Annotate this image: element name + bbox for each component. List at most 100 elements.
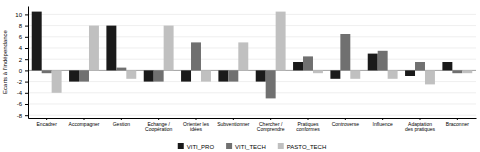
bar — [378, 51, 388, 71]
y-tick: -2 — [17, 79, 28, 85]
y-tick-mark — [25, 70, 28, 71]
bar — [126, 70, 136, 78]
x-tick-label-line: Coopération — [145, 126, 172, 132]
x-tick: Accompagner — [69, 118, 100, 127]
y-tick-mark — [25, 37, 28, 38]
x-tick-label: Gestion — [113, 121, 130, 127]
y-tick-mark — [25, 48, 28, 49]
y-tick-label: 0 — [19, 68, 23, 74]
chart: -8 -6 -4 -2 0 2 4 6 8 10 Encadrer Accompagner Gestio… — [0, 0, 480, 152]
bar — [228, 70, 238, 81]
y-tick-mark — [25, 104, 28, 105]
x-tick-label-line: Comprendre — [257, 126, 285, 132]
y-tick-label: 8 — [19, 23, 23, 29]
y-tick-label: 4 — [19, 45, 23, 51]
y-tick: -6 — [17, 101, 28, 107]
x-tick-label-line: des pratiques — [405, 126, 436, 132]
bar — [340, 34, 350, 70]
bar — [42, 70, 52, 73]
y-tick: 6 — [19, 34, 28, 40]
legend-label: PASTO_TECH — [287, 144, 326, 150]
bar — [32, 12, 42, 71]
legend-swatch — [178, 143, 184, 149]
x-tick: Gestion — [113, 118, 130, 127]
bar — [201, 70, 211, 81]
legend-item: PASTO_TECH — [278, 143, 326, 150]
y-tick-label: -2 — [17, 79, 23, 85]
x-tick-label: Accompagner — [69, 121, 100, 127]
x-tick-label: Influence — [373, 121, 394, 127]
y-tick-mark — [25, 26, 28, 27]
legend: VITI_PRO VITI_TECH PASTO_TECH — [178, 143, 326, 150]
bar — [415, 62, 425, 70]
y-tick-mark — [25, 115, 28, 116]
x-tick-label-line: Braconner — [446, 121, 469, 127]
y-axis-line — [28, 7, 29, 119]
y-tick: 8 — [19, 23, 28, 29]
y-tick: -8 — [17, 113, 28, 119]
bar — [144, 70, 154, 81]
x-tick-label: Orienter lesidées — [183, 121, 209, 133]
x-tick-label-line: Subventionner — [217, 121, 250, 127]
legend-label: VITI_PRO — [187, 144, 215, 150]
bar — [350, 70, 360, 78]
y-tick: 4 — [19, 45, 28, 51]
bar — [69, 70, 79, 81]
x-tick: Chercher /Comprendre — [257, 118, 285, 132]
bar — [238, 42, 248, 70]
x-tick: Influence — [373, 118, 394, 127]
grid-line — [28, 81, 476, 82]
y-tick-mark — [25, 59, 28, 60]
y-tick-mark — [25, 82, 28, 83]
bar — [425, 70, 435, 84]
y-tick: -4 — [17, 90, 28, 96]
x-tick-label: Adaptationdes pratiques — [405, 121, 436, 133]
bar — [442, 62, 452, 70]
x-tick-label-line: Controverse — [332, 121, 359, 127]
x-tick-label-line: conformes — [296, 126, 320, 132]
x-tick: Echange /Coopération — [145, 118, 172, 132]
bar — [293, 62, 303, 70]
y-tick: 2 — [19, 57, 28, 63]
x-tick-label-line: idées — [190, 126, 202, 132]
x-tick-label-line: Accompagner — [69, 121, 100, 127]
x-axis-line — [29, 118, 477, 119]
bar — [303, 56, 313, 70]
bar — [181, 70, 191, 81]
bar — [218, 70, 228, 81]
grid-line — [28, 104, 476, 105]
chart-container: -8 -6 -4 -2 0 2 4 6 8 10 Encadrer Accompagner Gestio… — [0, 0, 480, 152]
bar — [266, 70, 276, 98]
y-tick-label: -8 — [17, 113, 23, 119]
y-tick-mark — [25, 14, 28, 15]
x-tick-label: Controverse — [332, 121, 359, 127]
x-tick: Pratiquesconformes — [296, 118, 320, 132]
bar — [154, 70, 164, 81]
bar — [368, 54, 378, 71]
y-tick-label: 2 — [19, 57, 23, 63]
x-tick: Braconner — [446, 118, 469, 127]
x-axis: Encadrer Accompagner Gestion Echange /Coopé… — [29, 118, 477, 132]
y-tick-label: 10 — [15, 12, 22, 18]
bar — [116, 68, 126, 71]
x-tick: Encadrer — [37, 118, 58, 127]
y-tick-label: 6 — [19, 34, 23, 40]
legend-item: VITI_TECH — [226, 143, 266, 150]
grid-line — [28, 14, 476, 15]
bar-series — [42, 34, 463, 98]
bar — [462, 70, 472, 73]
x-tick: Controverse — [332, 118, 359, 127]
bar — [276, 12, 286, 71]
bar-series — [52, 12, 473, 93]
bar — [405, 70, 415, 76]
x-tick-label: Pratiquesconformes — [296, 121, 320, 133]
x-tick-label: Subventionner — [217, 121, 250, 127]
x-tick: Subventionner — [217, 118, 250, 127]
x-tick-label-line: Influence — [373, 121, 394, 127]
grid-line — [28, 115, 476, 116]
x-tick: Adaptationdes pratiques — [405, 118, 436, 132]
x-tick-label-line: Gestion — [113, 121, 130, 127]
y-axis-title: Ecarts à l'indépendance — [2, 29, 8, 94]
bar — [79, 70, 89, 81]
x-tick-label: Chercher /Comprendre — [257, 121, 285, 133]
